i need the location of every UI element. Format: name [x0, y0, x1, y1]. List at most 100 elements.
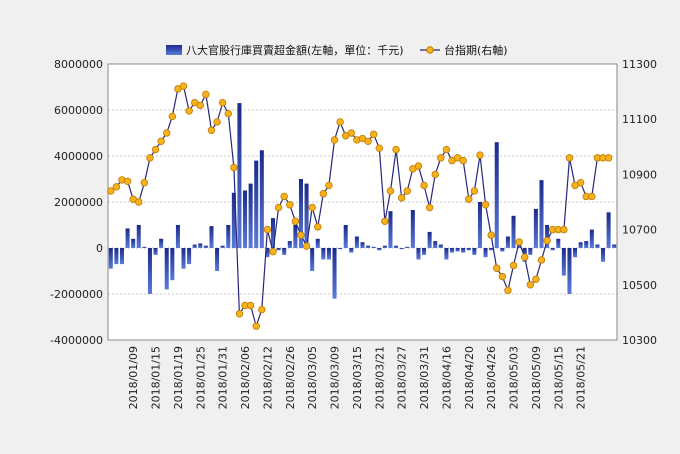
x-tick-label: 2018/02/12 — [261, 346, 274, 409]
line-point — [330, 136, 339, 144]
line-point — [565, 154, 574, 162]
bar — [416, 248, 421, 260]
bar-series — [108, 103, 617, 299]
bar — [142, 246, 147, 248]
bar — [539, 180, 544, 248]
bar — [477, 202, 482, 248]
bar — [500, 248, 505, 252]
bar — [282, 248, 287, 255]
x-tick-label: 2018/04/20 — [463, 346, 476, 409]
line-point — [258, 305, 266, 314]
bar — [192, 244, 197, 248]
bar — [427, 231, 432, 248]
bar — [215, 248, 220, 271]
bar — [265, 248, 270, 258]
bar — [399, 248, 404, 250]
bar — [181, 248, 186, 269]
line-point — [263, 225, 272, 234]
line-point — [230, 163, 238, 172]
bar — [287, 241, 292, 248]
right-tick-label: 10900 — [622, 168, 657, 181]
right-tick-label: 10500 — [622, 279, 657, 292]
bar — [293, 225, 298, 248]
line-point — [386, 187, 395, 195]
line-point — [196, 101, 204, 110]
right-tick-label: 11300 — [622, 58, 657, 71]
line-point — [381, 217, 389, 226]
bar — [332, 248, 337, 299]
x-tick-label: 2018/02/26 — [284, 346, 297, 409]
bar — [489, 248, 494, 251]
x-tick-label: 2018/03/21 — [373, 346, 386, 409]
line-point — [235, 310, 244, 318]
bar — [360, 242, 365, 248]
left-tick-label: 2000000 — [54, 196, 103, 209]
line-point — [274, 203, 283, 212]
left-tick-label: 4000000 — [54, 150, 103, 163]
line-point — [302, 242, 311, 250]
left-tick-label: 8000000 — [54, 58, 103, 71]
line-point — [140, 178, 149, 187]
line-point — [515, 238, 523, 246]
x-tick-label: 2018/04/16 — [440, 346, 453, 409]
line-point — [319, 190, 328, 198]
line-point — [336, 118, 344, 126]
line-point — [308, 203, 316, 212]
x-tick-label: 2018/01/15 — [150, 346, 163, 409]
bar — [170, 248, 175, 281]
line-point — [246, 301, 255, 310]
x-tick-label: 2018/05/09 — [530, 346, 543, 409]
line-point — [297, 231, 305, 239]
left-tick-label: 6000000 — [54, 104, 103, 117]
line-point — [364, 137, 372, 145]
bar — [243, 190, 248, 248]
line-point — [414, 162, 423, 170]
bar — [438, 244, 443, 248]
line-point — [157, 137, 165, 145]
bar — [472, 248, 477, 255]
line-point — [291, 217, 300, 226]
left-tick-label: -4000000 — [50, 334, 103, 347]
legend: 八大官股行庫買賣超金額(左軸，單位：千元) 台指期(右軸) — [166, 43, 508, 57]
bar — [231, 192, 236, 248]
bar — [511, 215, 516, 248]
bar — [259, 150, 264, 248]
bar — [310, 248, 315, 271]
line-point — [347, 129, 356, 137]
right-tick-label: 11100 — [622, 113, 657, 126]
line-point — [207, 126, 216, 134]
line-point — [218, 98, 227, 107]
line-point — [269, 247, 277, 256]
line-point — [476, 151, 484, 159]
bar — [298, 179, 303, 248]
line-point — [588, 192, 596, 201]
line-point — [509, 261, 518, 270]
bar — [237, 103, 242, 248]
line-point — [163, 129, 171, 137]
bar — [405, 246, 410, 248]
x-tick-label: 2018/01/25 — [194, 346, 207, 409]
line-point — [537, 256, 546, 264]
line-point — [604, 154, 613, 162]
bar — [159, 238, 164, 248]
bar — [254, 160, 259, 248]
line-point — [465, 195, 473, 203]
x-tick-label: 2018/01/09 — [127, 346, 140, 409]
x-tick-label: 2018/05/15 — [552, 346, 565, 409]
bar — [455, 248, 460, 252]
x-tick-label: 2018/01/19 — [172, 346, 185, 409]
bar — [114, 248, 119, 265]
bar — [321, 248, 326, 260]
line-point — [107, 187, 115, 195]
right-tick-label: 10700 — [622, 224, 657, 237]
bar — [573, 248, 578, 258]
bar — [410, 210, 415, 248]
line-point — [280, 192, 288, 201]
x-tick-label: 2018/04/26 — [485, 346, 498, 409]
line-point — [493, 264, 501, 272]
line-point — [369, 130, 378, 139]
line-point — [151, 145, 160, 154]
bar — [394, 245, 399, 248]
bar — [595, 244, 600, 248]
